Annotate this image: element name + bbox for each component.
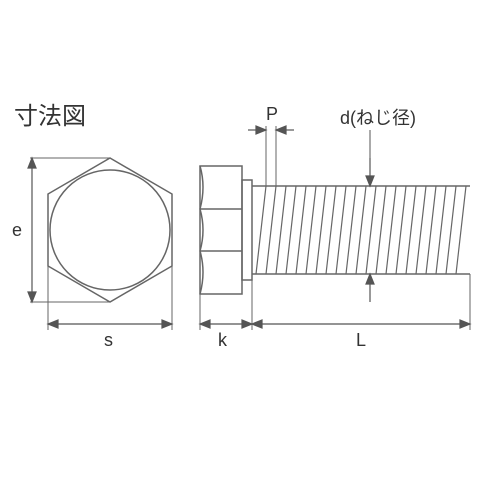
dim-k <box>200 320 252 328</box>
label-e: e <box>12 220 22 241</box>
label-s: s <box>104 330 113 351</box>
diagram-title: 寸法図 <box>14 96 86 131</box>
label-d: d(ねじ径) <box>340 104 416 130</box>
label-P: P <box>266 104 278 125</box>
hex-head-front-view <box>30 158 172 330</box>
label-k: k <box>218 330 227 351</box>
dim-P <box>248 126 294 134</box>
bolt-side-view <box>200 126 470 330</box>
dim-s <box>48 320 172 328</box>
label-L: L <box>356 330 366 351</box>
dim-e <box>28 158 36 302</box>
dim-L <box>252 320 470 328</box>
